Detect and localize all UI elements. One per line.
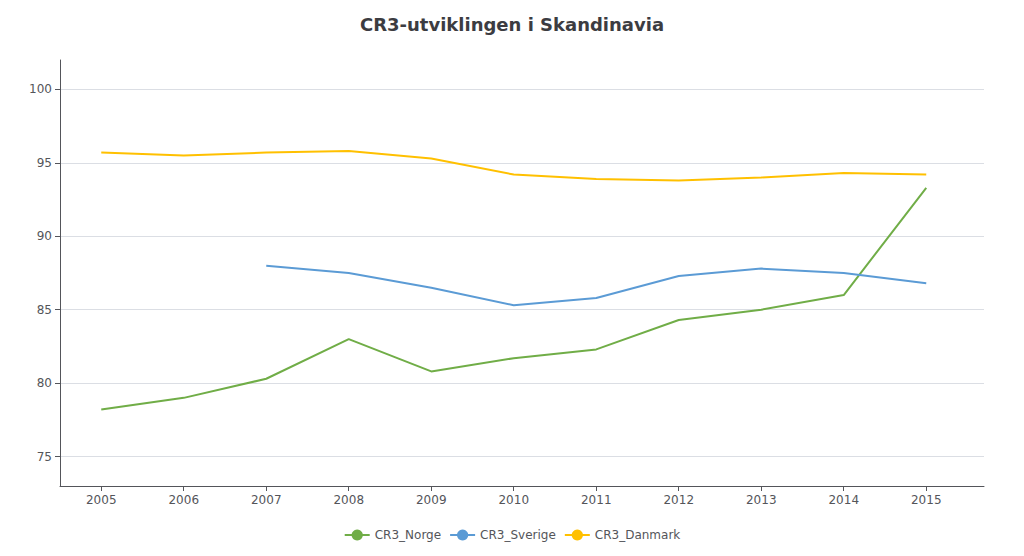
- svg-text:95: 95: [37, 156, 52, 170]
- svg-text:75: 75: [37, 450, 52, 464]
- svg-text:2013: 2013: [746, 493, 777, 507]
- svg-text:2012: 2012: [663, 493, 694, 507]
- svg-text:2008: 2008: [333, 493, 364, 507]
- svg-text:100: 100: [29, 82, 52, 96]
- svg-text:90: 90: [37, 229, 52, 243]
- svg-text:CR3_Sverige: CR3_Sverige: [480, 528, 556, 542]
- svg-text:2014: 2014: [828, 493, 859, 507]
- svg-text:CR3-utviklingen i Skandinavia: CR3-utviklingen i Skandinavia: [360, 14, 664, 35]
- svg-text:2005: 2005: [86, 493, 117, 507]
- svg-text:CR3_Norge: CR3_Norge: [375, 528, 441, 542]
- svg-text:2007: 2007: [251, 493, 282, 507]
- svg-text:2015: 2015: [911, 493, 942, 507]
- svg-text:80: 80: [37, 376, 52, 390]
- svg-text:CR3_Danmark: CR3_Danmark: [595, 528, 681, 542]
- svg-text:2006: 2006: [168, 493, 199, 507]
- svg-text:2009: 2009: [416, 493, 447, 507]
- svg-text:2011: 2011: [581, 493, 612, 507]
- svg-text:85: 85: [37, 303, 52, 317]
- svg-text:2010: 2010: [498, 493, 529, 507]
